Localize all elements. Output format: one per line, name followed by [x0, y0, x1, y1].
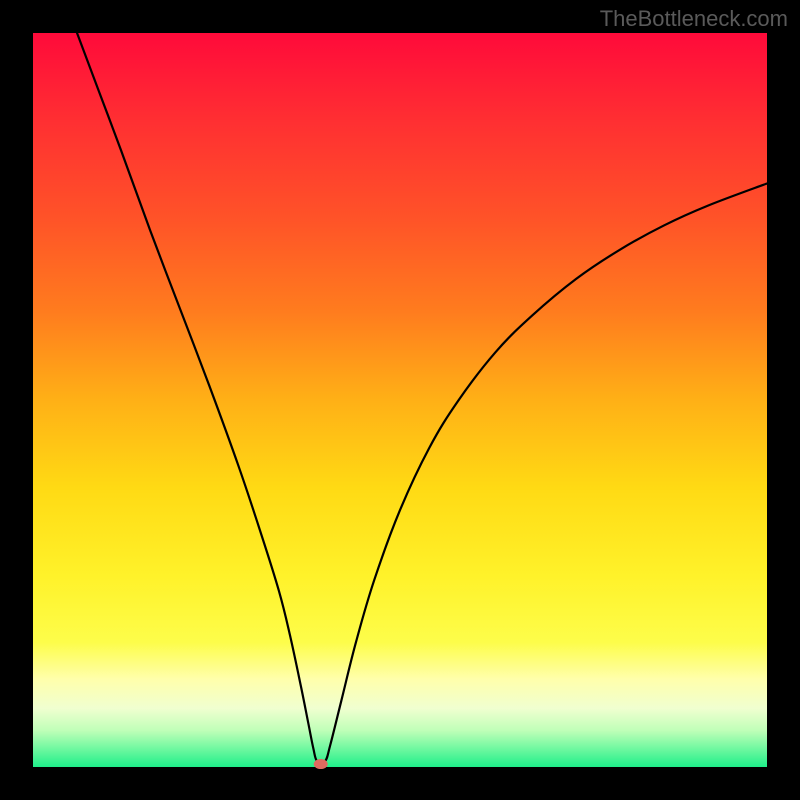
- chart-frame: TheBottleneck.com: [0, 0, 800, 800]
- optimum-marker: [314, 759, 328, 769]
- curve-svg: [33, 33, 767, 767]
- plot-area: [33, 33, 767, 767]
- watermark-text: TheBottleneck.com: [600, 6, 788, 32]
- bottleneck-curve: [77, 33, 767, 763]
